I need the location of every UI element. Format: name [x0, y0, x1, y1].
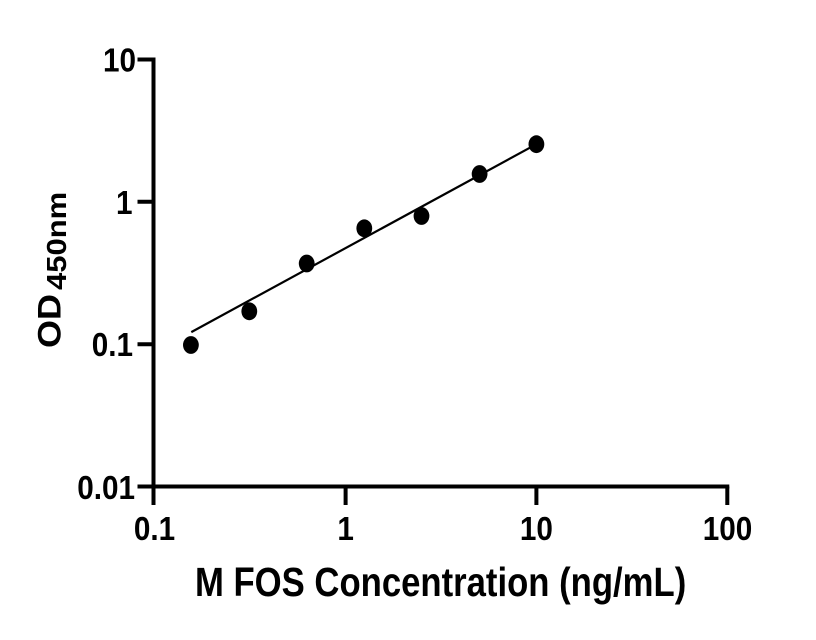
svg-text:10: 10 [103, 42, 136, 79]
svg-text:0.1: 0.1 [92, 327, 133, 364]
svg-text:1: 1 [337, 511, 354, 548]
svg-text:100: 100 [703, 511, 753, 548]
svg-text:10: 10 [520, 511, 553, 548]
svg-text:0.01: 0.01 [77, 470, 135, 507]
svg-text:OD450nm: OD450nm [32, 192, 72, 348]
svg-text:M FOS Concentration (ng/mL): M FOS Concentration (ng/mL) [195, 560, 686, 605]
svg-text:0.1: 0.1 [134, 511, 175, 548]
svg-text:1: 1 [116, 184, 133, 221]
